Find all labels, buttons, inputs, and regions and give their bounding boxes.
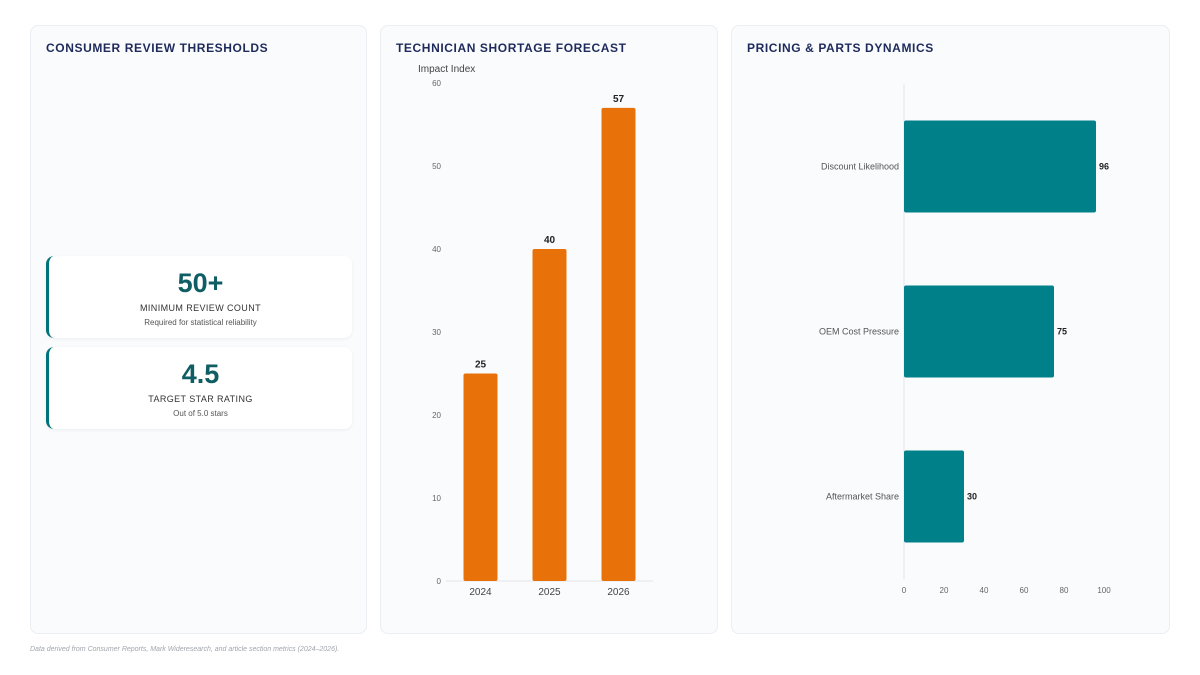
data-label: 25 [475, 360, 487, 371]
technician-forecast-chart: Impact Index 0 10 20 30 40 50 60 25 2024 40 2025 57 2… [418, 64, 653, 598]
x-tick-label: 40 [980, 586, 989, 595]
panel-title: PRICING & PARTS DYNAMICS [747, 41, 934, 55]
x-tick-label: 0 [902, 586, 907, 595]
y-tick-label: 20 [432, 411, 441, 420]
bar-2024 [463, 373, 498, 581]
y-tick-label: OEM Cost Pressure [819, 327, 899, 337]
kpi-value: 4.5 [181, 359, 220, 389]
data-label: 96 [1099, 162, 1109, 172]
data-label: 40 [544, 235, 556, 246]
y-tick-label: Aftermarket Share [826, 492, 899, 502]
data-source-footnote: Data derived from Consumer Reports, Mark… [30, 646, 340, 653]
y-tick-label: 40 [432, 245, 441, 254]
kpi-value: 50+ [177, 268, 224, 298]
kpi-subtext: Out of 5.0 stars [173, 409, 228, 418]
bar-2026 [601, 107, 636, 582]
panel-title: CONSUMER REVIEW THRESHOLDS [46, 41, 269, 55]
bar-2025 [532, 249, 567, 581]
y-tick-label: Discount Likelihood [821, 162, 899, 172]
y-tick-label: 50 [432, 162, 441, 171]
kpi-card-review-count: 50+ MINIMUM REVIEW COUNT Required for st… [46, 256, 352, 338]
x-tick-label: 2025 [538, 587, 561, 598]
data-label: 57 [613, 94, 625, 105]
technician-forecast-panel: TECHNICIAN SHORTAGE FORECAST Impact Inde… [380, 25, 718, 634]
data-label: 75 [1057, 327, 1067, 337]
x-tick-label: 2026 [607, 587, 630, 598]
y-tick-label: 30 [432, 328, 441, 337]
x-tick-label: 20 [940, 586, 949, 595]
x-tick-label: 2024 [469, 587, 492, 598]
bar-aftermarket-share [904, 450, 964, 543]
pricing-parts-panel: PRICING & PARTS DYNAMICS 0 20 40 60 80 100 Dis… [731, 25, 1170, 634]
bar-discount-likelihood [904, 120, 1096, 213]
bar-oem-cost-pressure [904, 285, 1054, 378]
y-tick-label: 60 [432, 79, 441, 88]
y-tick-label: 10 [432, 494, 441, 503]
x-tick-label: 100 [1097, 586, 1111, 595]
kpi-label: TARGET STAR RATING [148, 394, 253, 404]
y-tick-label: 0 [437, 577, 442, 586]
kpi-subtext: Required for statistical reliability [144, 318, 257, 327]
data-label: 30 [967, 492, 977, 502]
panel-title: TECHNICIAN SHORTAGE FORECAST [396, 41, 627, 55]
pricing-parts-chart: 0 20 40 60 80 100 Discount Likelihood 96 OEM Cos… [819, 84, 1111, 595]
consumer-review-panel: CONSUMER REVIEW THRESHOLDS 50+ MINIMUM R… [30, 25, 367, 634]
kpi-card-star-rating: 4.5 TARGET STAR RATING Out of 5.0 stars [46, 347, 352, 429]
x-tick-label: 60 [1020, 586, 1029, 595]
y-axis-label: Impact Index [418, 64, 475, 75]
x-tick-label: 80 [1060, 586, 1069, 595]
kpi-label: MINIMUM REVIEW COUNT [140, 303, 261, 313]
